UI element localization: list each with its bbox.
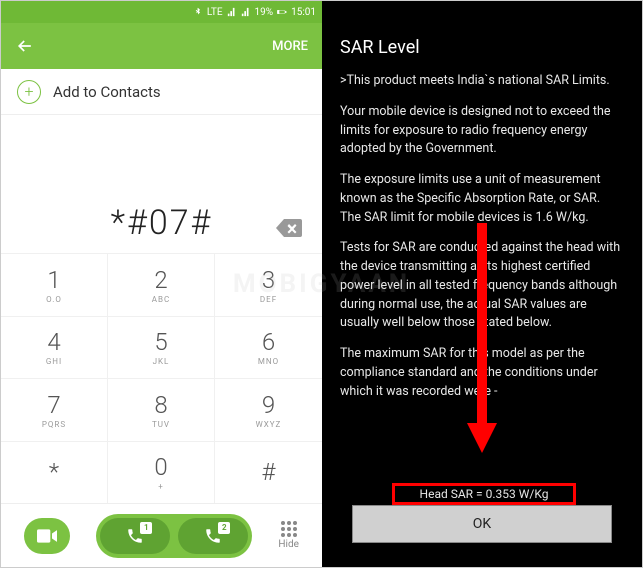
key-7[interactable]: 7PQRS — [1, 378, 108, 441]
annotation-highlight-box: Head SAR = 0.353 W/Kg — [392, 483, 576, 505]
key-6[interactable]: 6MNO — [215, 316, 322, 379]
sar-title: SAR Level — [340, 37, 624, 58]
hide-label: Hide — [278, 539, 299, 550]
add-to-contacts-row[interactable]: + Add to Contacts — [1, 69, 322, 115]
key-0[interactable]: 0+ — [108, 441, 215, 504]
call-sim2-button[interactable]: 2 — [178, 518, 248, 554]
lte-indicator: LTE — [207, 7, 223, 18]
clock: 15:01 — [291, 7, 316, 18]
battery-icon — [277, 7, 287, 17]
sar-status-bar — [322, 1, 642, 23]
dialer-header: MORE — [1, 23, 322, 69]
sar-p4: Tests for SAR are conducted against the … — [340, 239, 624, 333]
sar-p5: The maximum SAR for this model as per th… — [340, 345, 624, 401]
sim1-badge: 1 — [140, 522, 152, 534]
hide-keypad-button[interactable]: Hide — [278, 521, 299, 550]
more-button[interactable]: MORE — [272, 39, 308, 54]
key-4[interactable]: 4GHI — [1, 316, 108, 379]
sar-body: >This product meets India`s national SAR… — [340, 72, 624, 499]
plus-icon: + — [17, 80, 41, 104]
sim2-badge: 2 — [218, 522, 230, 534]
sar-highlight-text: Head SAR = 0.353 W/Kg — [420, 487, 549, 501]
dialed-number: *#07# — [17, 203, 306, 243]
add-contacts-label: Add to Contacts — [53, 83, 161, 101]
sar-dialog: SAR Level >This product meets India`s na… — [322, 23, 642, 567]
key-2[interactable]: 2ABC — [108, 253, 215, 316]
key-3[interactable]: 3DEF — [215, 253, 322, 316]
bluetooth-icon — [193, 7, 203, 17]
ok-button[interactable]: OK — [352, 505, 612, 543]
keypad: 1O.O 2ABC 3DEF 4GHI 5JKL 6MNO 7PQRS 8TUV… — [1, 253, 322, 503]
key-8[interactable]: 8TUV — [108, 378, 215, 441]
signal-icon-2 — [241, 7, 251, 17]
bottom-bar: 1 2 Hide — [1, 503, 322, 567]
sar-p1: >This product meets India`s national SAR… — [340, 72, 624, 91]
status-bar: LTE 19% 15:01 — [1, 1, 322, 23]
video-icon — [37, 529, 57, 543]
video-call-button[interactable] — [24, 518, 70, 554]
key-star[interactable]: * — [1, 441, 108, 504]
key-5[interactable]: 5JKL — [108, 316, 215, 379]
sar-p2: Your mobile device is designed not to ex… — [340, 103, 624, 159]
key-9[interactable]: 9WXYZ — [215, 378, 322, 441]
sar-p3: The exposure limits use a unit of measur… — [340, 171, 624, 227]
grid-icon — [281, 521, 297, 537]
battery-percent: 19% — [255, 7, 274, 18]
key-1[interactable]: 1O.O — [1, 253, 108, 316]
number-display: *#07# — [1, 115, 322, 253]
backspace-icon[interactable] — [276, 219, 302, 237]
call-sim1-button[interactable]: 1 — [100, 518, 170, 554]
signal-icon — [227, 7, 237, 17]
key-hash[interactable]: # — [215, 441, 322, 504]
back-arrow-icon[interactable] — [15, 36, 35, 56]
